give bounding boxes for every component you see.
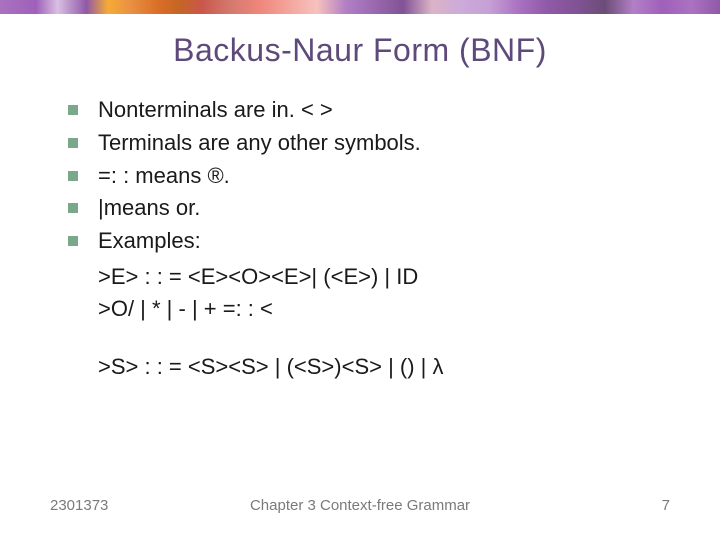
bullet-item: Terminals are any other symbols. <box>68 128 670 159</box>
example-line: >E> : : = <E><O><E>| (<E>) | ID <box>98 261 670 293</box>
square-bullet-icon <box>68 171 78 181</box>
bullet-item: =: : means ®. <box>68 161 670 192</box>
bullet-item: Nonterminals are in. < > <box>68 95 670 126</box>
bullet-item: Examples: <box>68 226 670 257</box>
slide-content: Backus-Naur Form (BNF) Nonterminals are … <box>0 14 720 540</box>
bullet-text: Nonterminals are in. < > <box>98 97 333 122</box>
bullet-item: |means or. <box>68 193 670 224</box>
footer-course-code: 2301373 <box>50 497 108 514</box>
footer-chapter-title: Chapter 3 Context-free Grammar <box>250 497 470 514</box>
square-bullet-icon <box>68 203 78 213</box>
examples-block: >E> : : = <E><O><E>| (<E>) | ID >O/ | * … <box>50 261 670 383</box>
bullet-text: =: : means ®. <box>98 163 230 188</box>
slide-footer: 2301373 Chapter 3 Context-free Grammar 7 <box>0 497 720 514</box>
spacer <box>98 325 670 351</box>
square-bullet-icon <box>68 236 78 246</box>
decorative-top-bar <box>0 0 720 14</box>
square-bullet-icon <box>68 105 78 115</box>
bullet-list: Nonterminals are in. < > Terminals are a… <box>50 95 670 257</box>
example-line: >S> : : = <S><S> | (<S>)<S> | () | λ <box>98 351 670 383</box>
slide-title: Backus-Naur Form (BNF) <box>50 32 670 69</box>
bullet-text: |means or. <box>98 195 200 220</box>
example-line: >O/ | * | - | + =: : < <box>98 293 670 325</box>
square-bullet-icon <box>68 138 78 148</box>
bullet-text: Examples: <box>98 228 201 253</box>
bullet-text: Terminals are any other symbols. <box>98 130 421 155</box>
footer-page-number: 7 <box>662 497 670 514</box>
